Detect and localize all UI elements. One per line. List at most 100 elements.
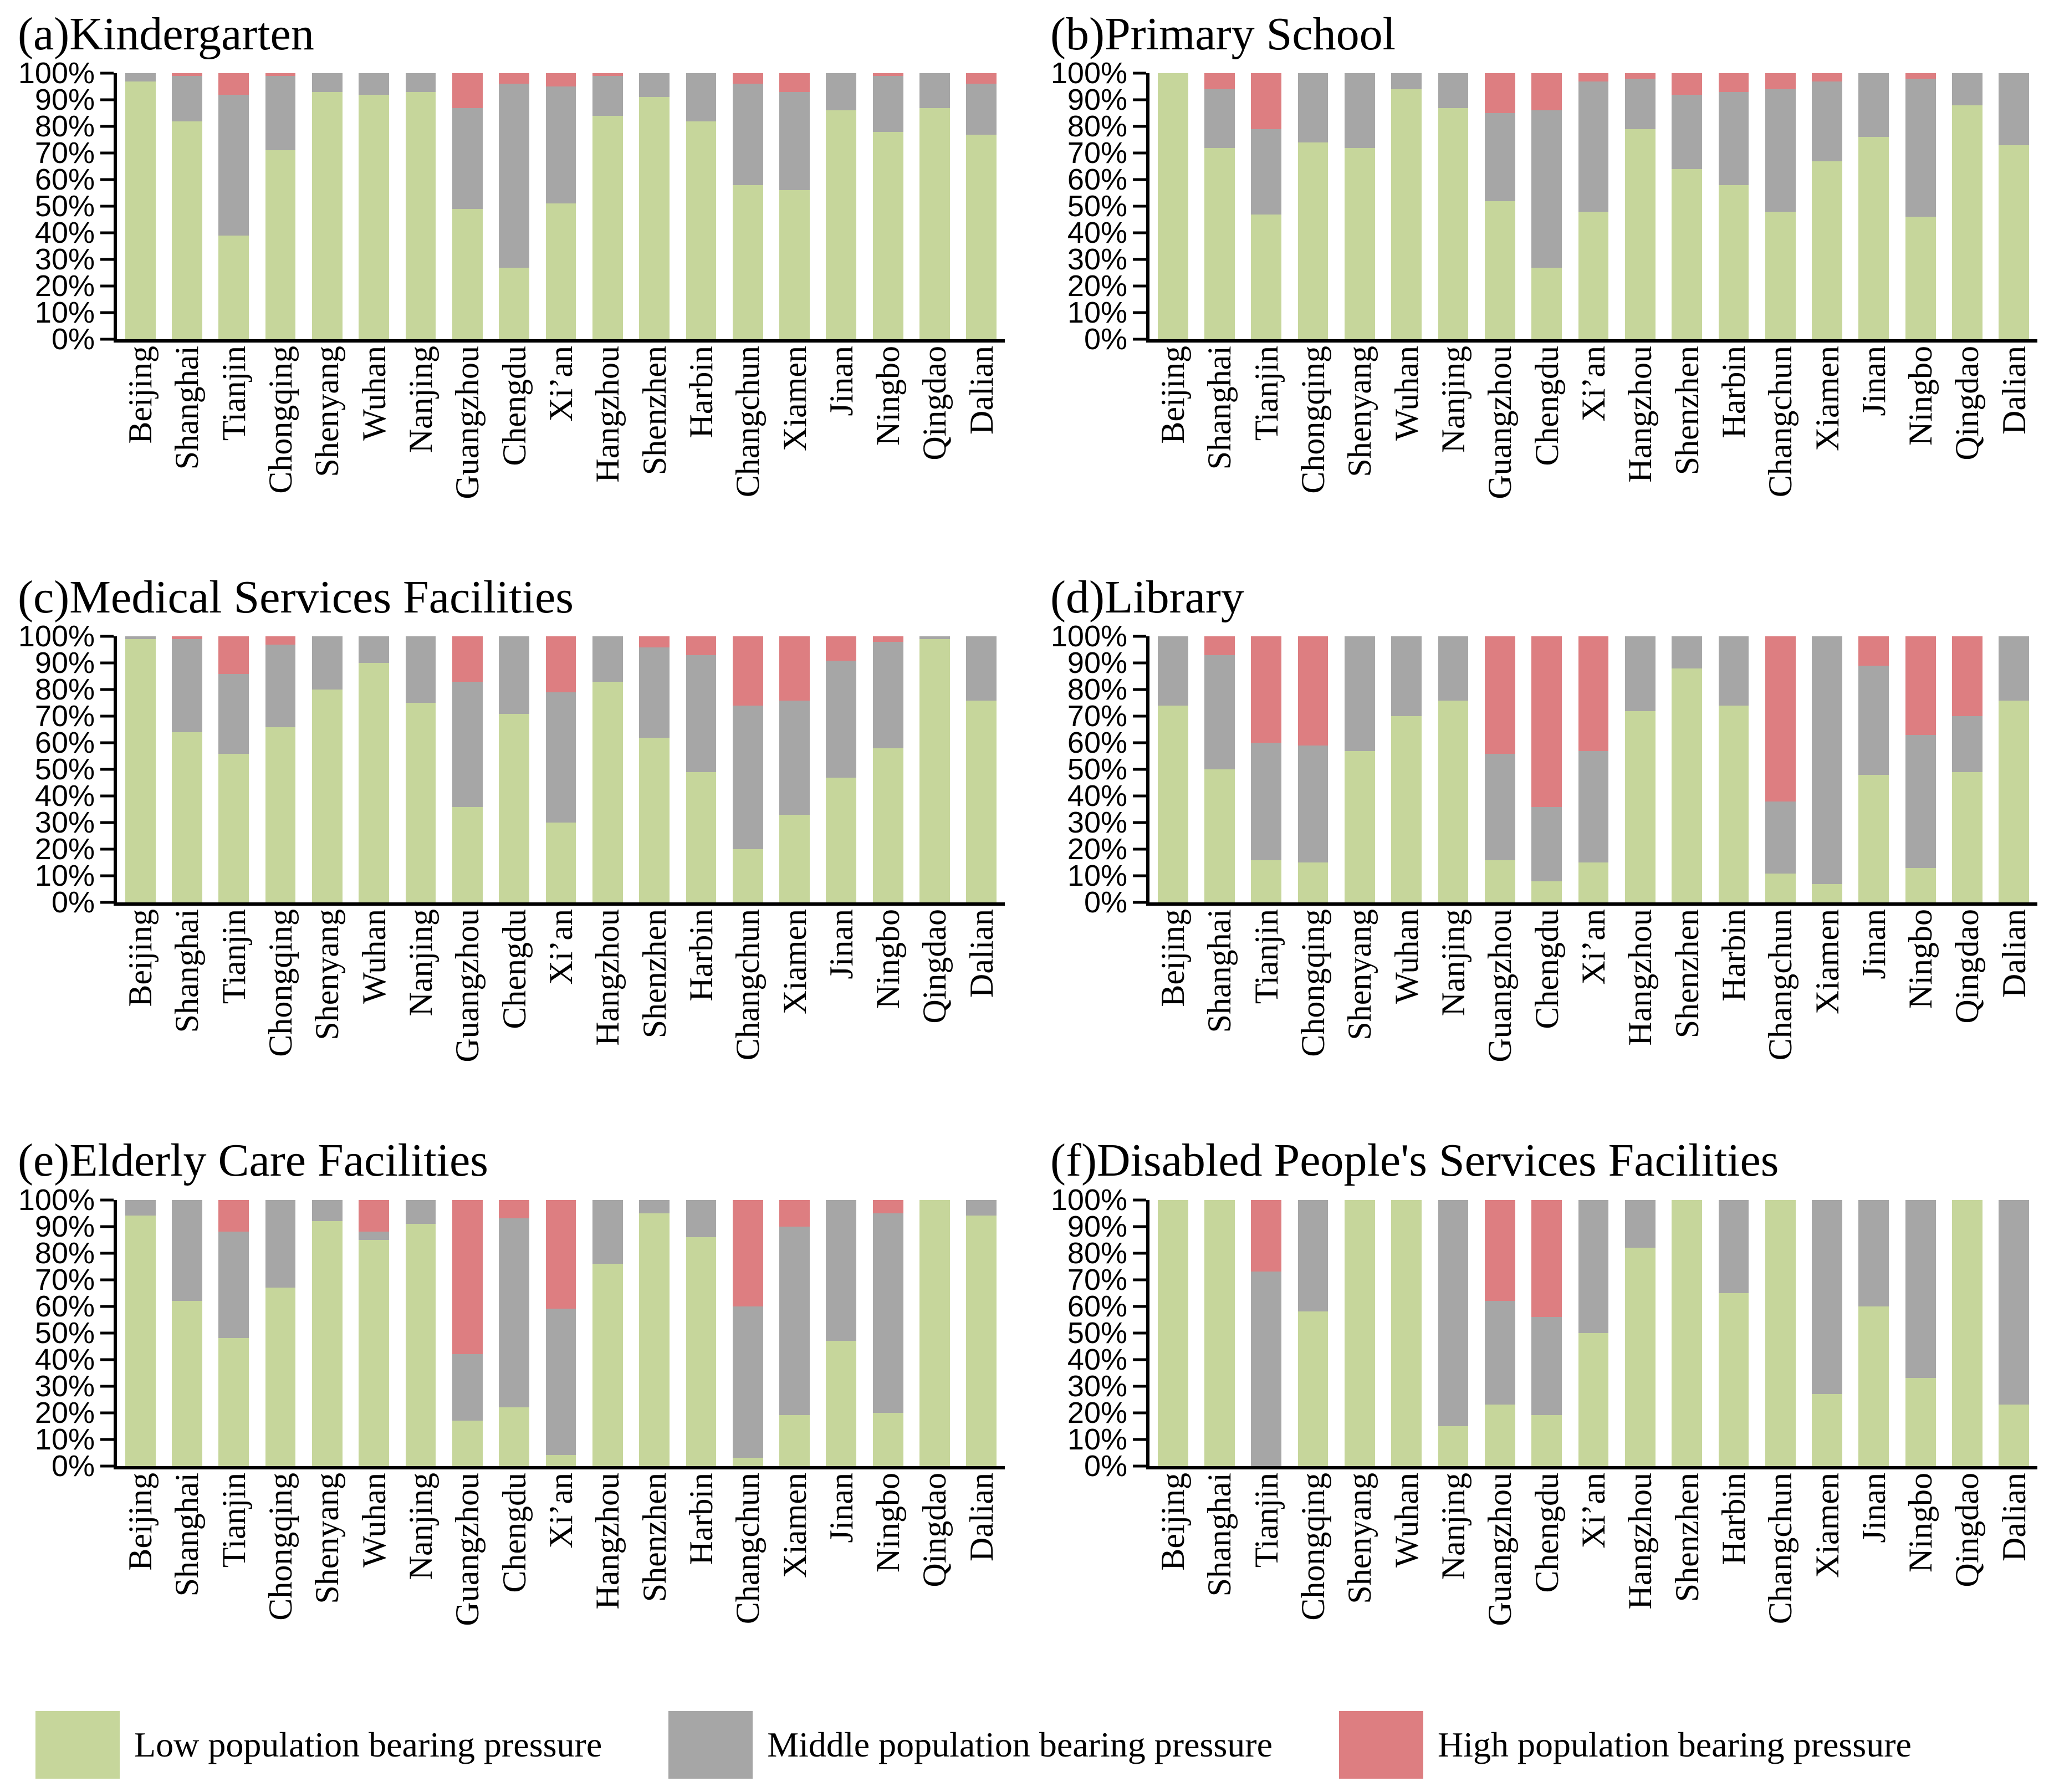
y-axis: 0% 10% 20% 30% 40% 50% 60% 70% 80% 90% 100% — [1049, 58, 1146, 354]
bar-segment-middle — [686, 1199, 717, 1237]
bar-segment-middle — [1858, 1199, 1889, 1306]
x-label-slot: Qingdao — [911, 909, 958, 1129]
bar-segment-middle — [966, 84, 997, 135]
bar-slot-xi’an — [538, 1199, 584, 1466]
stacked-bar-chengdu — [499, 636, 530, 903]
bar-slot-tianjin — [1243, 1199, 1290, 1466]
bar-segment-high — [592, 73, 623, 76]
bar-segment-middle — [732, 1306, 763, 1458]
x-label-slot: Chengdu — [1524, 1473, 1570, 1692]
x-label-slot: Nanjing — [1430, 1473, 1476, 1692]
bar-segment-high — [779, 1199, 810, 1227]
x-tick-label-beijing: Beijing — [1154, 909, 1192, 1008]
x-label-slot: Tianjin — [1243, 1473, 1290, 1692]
bar-segment-middle — [1251, 1272, 1282, 1466]
bar-segment-high — [1905, 73, 1936, 79]
bar-segment-high — [779, 73, 810, 92]
bar-segment-middle — [265, 76, 296, 151]
x-tick-label-tianjin: Tianjin — [1248, 346, 1285, 441]
stacked-bar-chengdu — [1531, 1199, 1562, 1466]
bar-slot-qingdao — [911, 73, 958, 340]
x-tick-label-jinan: Jinan — [1855, 346, 1892, 416]
bar-segment-low — [359, 663, 390, 903]
stacked-bar-changchun — [1765, 636, 1796, 903]
bar-segment-high — [452, 636, 483, 682]
x-tick-label-hangzhou: Hangzhou — [589, 346, 626, 483]
chart-title: (b)Primary School — [1050, 8, 1396, 60]
y-axis: 0% 10% 20% 30% 40% 50% 60% 70% 80% 90% 100% — [17, 1185, 114, 1481]
bar-segment-high — [732, 73, 763, 84]
x-label-slot: Changchun — [1757, 346, 1803, 565]
bar-segment-low — [1952, 1199, 1983, 1466]
stacked-bar-shenyang — [312, 73, 343, 340]
bar-segment-middle — [1905, 734, 1936, 868]
x-tick-label-ningbo: Ningbo — [870, 909, 907, 1009]
stacked-bar-ningbo — [872, 73, 903, 340]
bar-segment-high — [172, 636, 202, 640]
x-tick-label-dalian: Dalian — [963, 1472, 1000, 1561]
x-label-slot: Dalian — [958, 1473, 1005, 1692]
y-tick-label: 100% — [18, 1183, 95, 1217]
bar-slot-hangzhou — [584, 636, 631, 903]
bar-segment-low — [1999, 700, 2030, 903]
x-tick-label-shenzhen: Shenzhen — [1668, 909, 1705, 1039]
y-tick-label: 30% — [1067, 1369, 1127, 1403]
y-axis: 0% 10% 20% 30% 40% 50% 60% 70% 80% 90% 100% — [1049, 621, 1146, 917]
x-tick-label-ningbo: Ningbo — [870, 1472, 907, 1573]
x-tick-label-hangzhou: Hangzhou — [1622, 346, 1659, 483]
bar-segment-high — [686, 636, 717, 655]
chart-title: (a)Kindergarten — [18, 8, 314, 60]
x-tick-label-shenyang: Shenyang — [1341, 909, 1378, 1041]
bar-segment-middle — [405, 73, 436, 92]
stacked-bar-shenyang — [1345, 73, 1375, 340]
x-tick-label-shenyang: Shenyang — [1341, 346, 1378, 477]
bar-slot-shenzhen — [1663, 73, 1710, 340]
y-tick-label: 10% — [34, 859, 95, 893]
stacked-bar-guangzhou — [452, 1199, 483, 1466]
x-tick-label-beijing: Beijing — [1154, 346, 1192, 444]
stacked-bar-tianjin — [1251, 73, 1282, 340]
bar-segment-middle — [1905, 78, 1936, 217]
bar-segment-low — [545, 203, 576, 340]
y-tick-label: 70% — [34, 1263, 95, 1296]
bar-slot-chengdu — [491, 73, 538, 340]
bar-segment-low — [1391, 1199, 1422, 1466]
x-tick-label-dalian: Dalian — [1995, 346, 2032, 435]
chart-body: 0% 10% 20% 30% 40% 50% 60% 70% 80% 90% 100% — [17, 58, 1005, 354]
bar-slot-nanjing — [1430, 636, 1476, 903]
bar-slot-shanghai — [163, 1199, 210, 1466]
x-label-slot: Qingdao — [1944, 346, 1990, 565]
bar-segment-middle — [1251, 129, 1282, 215]
bar-slot-jinan — [1851, 636, 1897, 903]
bar-segment-high — [1251, 636, 1282, 743]
bar-slot-shenyang — [1336, 1199, 1383, 1466]
stacked-bar-wuhan — [359, 73, 390, 340]
bar-segment-middle — [639, 647, 670, 738]
bar-slot-qingdao — [911, 1199, 958, 1466]
bar-segment-high — [966, 73, 997, 84]
y-tick-label: 0% — [1084, 1449, 1127, 1483]
y-tick-mark — [100, 1331, 114, 1335]
bar-segment-high — [218, 636, 249, 674]
x-tick-label-harbin: Harbin — [682, 1472, 719, 1565]
x-label-slot: Tianjin — [211, 346, 257, 565]
y-tick-mark — [1133, 258, 1146, 261]
bar-segment-low — [826, 777, 857, 903]
y-tick-mark — [100, 848, 114, 851]
bar-slot-xi’an — [1570, 636, 1617, 903]
stacked-bar-chart: 0% 10% 20% 30% 40% 50% 60% 70% 80% 90% 100% Beijing… — [1049, 1185, 2037, 1692]
x-tick-label-xi’an: Xi’an — [1575, 909, 1612, 985]
bar-segment-low — [872, 1412, 903, 1466]
stacked-bar-xi’an — [545, 73, 576, 340]
bar-slot-dalian — [958, 73, 1005, 340]
x-label-slot: Beijing — [117, 1473, 163, 1692]
stacked-bar-harbin — [686, 636, 717, 903]
stacked-bar-shanghai — [1204, 636, 1235, 903]
y-tick-mark — [100, 741, 114, 744]
bar-segment-middle — [1624, 636, 1656, 711]
x-label-slot: Shenyang — [304, 909, 350, 1129]
stacked-bar-changchun — [1765, 1199, 1796, 1466]
stacked-bar-shenzhen — [1672, 73, 1702, 340]
bar-segment-low — [1157, 73, 1188, 340]
bar-segment-middle — [452, 1354, 483, 1421]
